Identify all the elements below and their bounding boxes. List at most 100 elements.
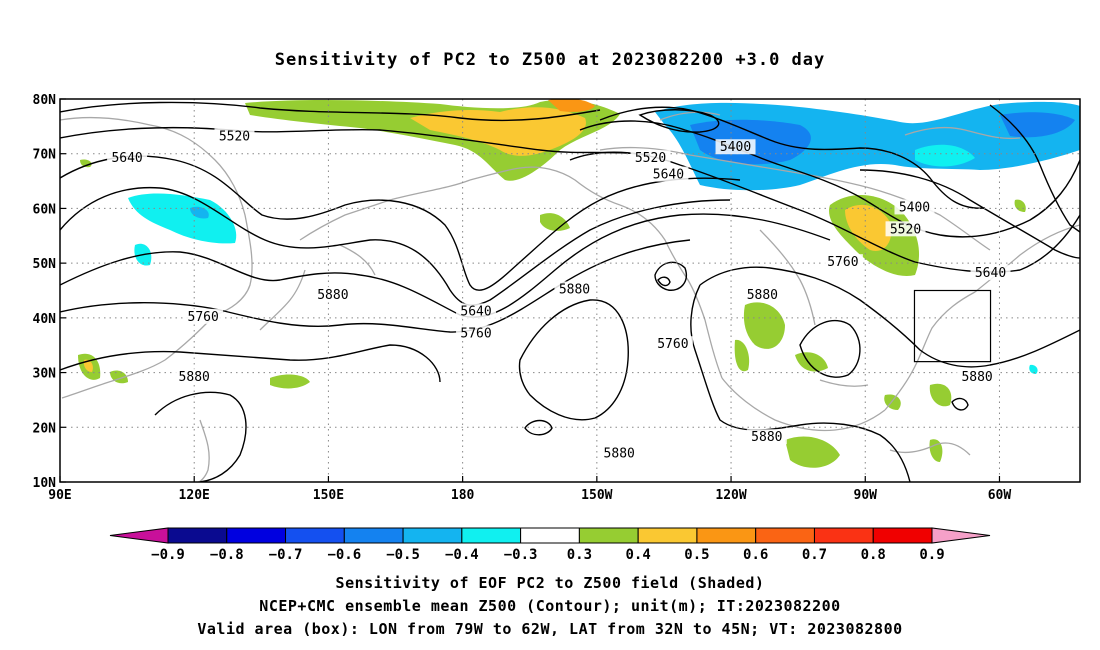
lat-tick-label: 80N (33, 93, 57, 108)
contour-label: 5760 (657, 337, 688, 352)
contour-label: 5520 (219, 129, 250, 144)
coastline (469, 166, 621, 206)
caption-valid-area: Valid area (box): LON from 79W to 62W, L… (197, 620, 903, 638)
colorbar-label: −0.9 (151, 547, 185, 563)
lon-tick-label: 150E (313, 488, 344, 503)
coastline (869, 187, 991, 251)
colorbar-swatch (285, 527, 345, 544)
colorbar-label: 0.6 (743, 547, 768, 563)
colorbar-swatch (461, 527, 522, 544)
colorbar-swatch (520, 527, 580, 544)
shade-positive-region (410, 107, 586, 156)
contour-label: 5640 (460, 304, 491, 319)
shade-positive-region (795, 352, 828, 372)
caption-contour: NCEP+CMC ensemble mean Z500 (Contour); u… (259, 597, 841, 615)
shade-positive-region (734, 339, 750, 372)
colorbar-swatch (637, 527, 698, 544)
colorbar-swatch (755, 527, 815, 544)
contour-label-bg (742, 286, 783, 302)
colorbar-swatch (578, 527, 639, 544)
lat-tick-label: 30N (33, 367, 57, 382)
shade-positive-region (540, 213, 570, 231)
shade-negative-region (1029, 364, 1038, 374)
contour-label: 5520 (890, 222, 921, 237)
shade-negative-region (915, 144, 975, 167)
lon-tick-label: 120W (715, 488, 746, 503)
coastline (60, 116, 253, 316)
contour-label-bg (746, 429, 787, 445)
shade-positive-region (845, 204, 892, 251)
lon-tick-label: 180 (451, 488, 475, 503)
z500-contour (699, 266, 1080, 368)
contour-label-layer: 5520 5640 5520 5400 5640 5400 5520 5760 5640 5880… (107, 128, 1011, 462)
shade-positive-region (83, 359, 93, 372)
colorbar-swatch (696, 527, 757, 544)
contour-label: 5880 (751, 430, 782, 445)
colorbar-label: 0.4 (626, 547, 651, 563)
contour-label: 5520 (635, 151, 666, 166)
z500-contour (654, 261, 687, 291)
z500-contour (657, 276, 671, 287)
shade-positive-region (1014, 199, 1026, 212)
z500-contour (60, 155, 741, 291)
z500-contour (799, 319, 861, 378)
map-title: Sensitivity of PC2 to Z500 at 2023082200… (274, 50, 826, 70)
contour-label: 5760 (827, 255, 858, 270)
contour-label-bg (652, 336, 693, 352)
coastline (619, 204, 723, 379)
colorbar-swatch (872, 527, 933, 544)
colorbar-label: −0.8 (210, 547, 244, 563)
z500-contour (60, 344, 441, 383)
contour-label-bg (554, 281, 595, 297)
shade-positive-region (743, 302, 785, 349)
shade-positive-region (785, 436, 840, 468)
coastline (974, 224, 1080, 293)
colorbar-low-extend (109, 527, 169, 544)
lon-tick-label: 60W (988, 488, 1012, 503)
lon-tick-label: 120E (179, 488, 210, 503)
z500-contour (638, 109, 720, 133)
contour-label-bg (648, 166, 689, 182)
colorbar-label: −0.6 (327, 547, 361, 563)
colorbar-label: 0.3 (567, 547, 592, 563)
coastline (889, 442, 971, 456)
contour-label: 5880 (317, 288, 348, 303)
z500-contour (599, 106, 986, 209)
contour-label-bg (970, 265, 1011, 281)
shade-positive-region (80, 159, 92, 168)
lat-tick-label: 50N (33, 257, 57, 272)
contour-label: 5880 (961, 370, 992, 385)
coastline-layer (60, 111, 1080, 482)
contour-label-bg (214, 128, 255, 144)
colorbar-label: −0.4 (445, 547, 479, 563)
coastline (721, 377, 886, 432)
colorbar-label: 0.7 (802, 547, 827, 563)
colorbar-swatch (343, 527, 404, 544)
z500-contour (951, 397, 969, 411)
valid-area-box (913, 289, 992, 363)
z500-contour (60, 186, 731, 306)
contour-label: 5760 (460, 326, 491, 341)
z500-contour (1019, 214, 1080, 271)
contour-label-bg (312, 286, 353, 302)
colorbar-label: 0.9 (919, 547, 944, 563)
colorbar-label: 0.5 (684, 547, 709, 563)
colorbar-swatch (167, 527, 228, 544)
contour-label-bg (456, 325, 497, 341)
shade-positive-region (929, 383, 952, 407)
contour-label: 5640 (111, 151, 142, 166)
colorbar: −0.9 −0.8 −0.7 −0.6 −0.5 −0.4 −0.3 0.3 0.4 0.5 0.6… (109, 527, 991, 563)
lat-tick-label: 60N (33, 202, 57, 217)
contour-label-bg (183, 308, 224, 324)
z500-contour (579, 120, 941, 236)
contour-label: 5400 (720, 140, 751, 155)
contour-label-bg (107, 150, 148, 166)
lat-tick-label: 70N (33, 148, 57, 163)
contour-label: 5880 (179, 370, 210, 385)
shade-positive-region (929, 439, 943, 462)
coastline (339, 244, 376, 276)
contour-label-bg (885, 221, 926, 237)
lat-tick-label: 20N (33, 421, 57, 436)
z500-contour (60, 101, 601, 122)
